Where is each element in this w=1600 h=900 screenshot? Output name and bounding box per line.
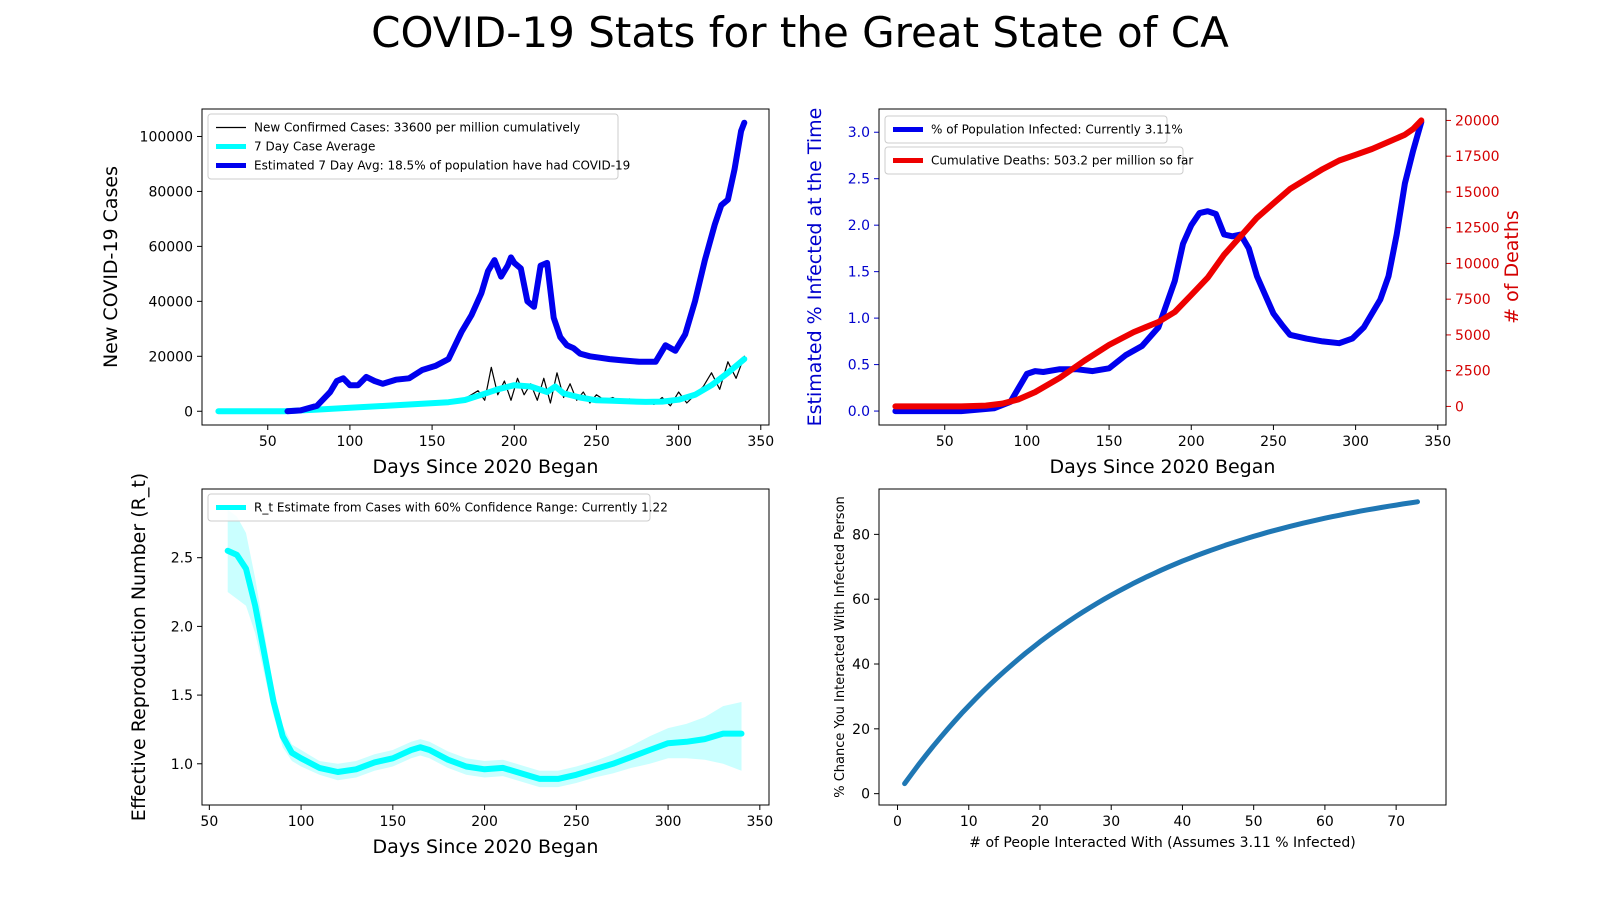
infected-y2tick-label: 7500 — [1455, 292, 1491, 308]
chance-xtick-label: 20 — [1031, 814, 1049, 830]
infected-xtick-label: 100 — [1014, 434, 1041, 450]
cases-ylabel: New COVID-19 Cases — [100, 166, 122, 368]
chance-ytick-label: 60 — [852, 592, 870, 608]
infected-ylabel: Estimated % Infected at the Time — [804, 108, 826, 427]
infected-plot-frame — [878, 108, 1447, 426]
rt-plot-frame — [201, 488, 770, 806]
rt-axes: 50 100 150 200 250 300 350 1.0 1.5 2.0 2.5 Days Sin… — [128, 473, 773, 858]
infected-y2tick-label: 5000 — [1455, 328, 1491, 344]
rt-series-0 — [224, 547, 745, 782]
infected-axes: 50 100 150 200 250 300 350 0.0 0.5 1.0 1.5 2.0 2.5 3.… — [804, 108, 1451, 478]
rt-xtick-label: 300 — [655, 814, 682, 830]
rt-xtick-label: 50 — [200, 814, 218, 830]
infected-y2tick-label: 0 — [1455, 399, 1464, 415]
infected-ytick-label: 1.5 — [848, 265, 870, 281]
rt-xtick-label: 350 — [746, 814, 773, 830]
infected-y2tick-label: 17500 — [1455, 149, 1500, 165]
infected-ytick-label: 0.5 — [848, 358, 870, 374]
cases-series-2 — [284, 119, 748, 415]
infected-xtick-label: 250 — [1260, 434, 1287, 450]
rt-xtick-label: 150 — [379, 814, 406, 830]
chance-xtick-label: 0 — [893, 814, 902, 830]
chance-series-0 — [902, 499, 1420, 787]
infected-xtick-label: 150 — [1096, 434, 1123, 450]
infected-xtick-label: 50 — [936, 434, 954, 450]
cases-legend: New Confirmed Cases: 33600 per million c… — [207, 113, 630, 180]
infected-legend-pct-label: % of Population Infected: Currently 3.11… — [931, 123, 1183, 137]
infected-xtick-label: 300 — [1342, 434, 1369, 450]
chance-plot-frame — [878, 488, 1447, 806]
rt-ytick-label: 2.0 — [171, 619, 193, 635]
infected-y2tick-label: 2500 — [1455, 364, 1491, 380]
cases-xtick-label: 50 — [259, 434, 277, 450]
infected-legend-deaths-label: Cumulative Deaths: 503.2 per million so … — [931, 154, 1193, 168]
figure-title: COVID-19 Stats for the Great State of CA — [371, 8, 1229, 57]
infected-legend-deaths-box — [884, 146, 1184, 175]
infected-ytick-label: 2.0 — [848, 218, 870, 234]
chance-ytick-label: 0 — [861, 787, 870, 803]
rt-legend-box — [207, 493, 651, 522]
rt-ytick-label: 2.5 — [171, 551, 193, 567]
chance-xtick-label: 50 — [1245, 814, 1263, 830]
infected-y2tick-label: 10000 — [1455, 256, 1500, 272]
cases-legend-label: Estimated 7 Day Avg: 18.5% of population… — [254, 159, 630, 173]
chance-xtick-label: 60 — [1316, 814, 1334, 830]
cases-xtick-label: 250 — [583, 434, 610, 450]
rt-legend: R_t Estimate from Cases with 60% Confide… — [207, 493, 668, 522]
cases-xtick-label: 300 — [665, 434, 692, 450]
chance-xtick-label: 70 — [1387, 814, 1405, 830]
cases-legend-label: 7 Day Case Average — [254, 140, 375, 154]
infected-series-1 — [892, 117, 1425, 410]
chance-ylabel: % Chance You Interacted With Infected Pe… — [833, 496, 848, 798]
infected-legend-pct: % of Population Infected: Currently 3.11… — [884, 115, 1183, 144]
rt-ylabel: Effective Reproduction Number (R_t) — [128, 473, 150, 821]
infected-xlabel: Days Since 2020 Began — [1050, 456, 1276, 478]
cases-ytick-label: 60000 — [148, 239, 193, 255]
cases-legend-box — [207, 113, 619, 180]
cases-series-1 — [215, 356, 748, 415]
chance-xtick-label: 40 — [1174, 814, 1192, 830]
chance-xtick-label: 10 — [960, 814, 978, 830]
rt-ytick-label: 1.5 — [171, 688, 193, 704]
chance-ytick-label: 80 — [852, 527, 870, 543]
infected-xtick-label: 350 — [1424, 434, 1451, 450]
cases-ytick-label: 0 — [184, 404, 193, 420]
chance-xlabel: # of People Interacted With (Assumes 3.1… — [969, 835, 1355, 851]
cases-ytick-label: 100000 — [140, 129, 193, 145]
infected-y2tick-label: 12500 — [1455, 221, 1500, 237]
chance-xtick-label: 30 — [1102, 814, 1120, 830]
cases-xlabel: Days Since 2020 Began — [373, 456, 599, 478]
rt-legend-label: R_t Estimate from Cases with 60% Confide… — [254, 501, 668, 515]
infected-right-axis: 0 2500 5000 7500 10000 12500 15000 17500 20000 # … — [1446, 113, 1523, 415]
infected-ytick-label: 3.0 — [848, 125, 870, 141]
cases-xtick-label: 200 — [501, 434, 528, 450]
chance-ytick-label: 40 — [852, 657, 870, 673]
infected-ytick-label: 2.5 — [848, 172, 870, 188]
infected-y2label: # of Deaths — [1501, 210, 1523, 324]
infected-ytick-label: 0.0 — [848, 404, 870, 420]
infected-xtick-label: 200 — [1178, 434, 1205, 450]
infected-y2tick-label: 15000 — [1455, 185, 1500, 201]
chance-axes: 0 10 20 30 40 50 60 70 0 20 40 60 80 # of People Inte… — [833, 496, 1405, 851]
cases-ytick-label: 40000 — [148, 294, 193, 310]
rt-ytick-label: 1.0 — [171, 757, 193, 773]
cases-ytick-label: 20000 — [148, 349, 193, 365]
infected-legend-pct-box — [884, 115, 1168, 144]
cases-legend-label: New Confirmed Cases: 33600 per million c… — [254, 121, 580, 135]
rt-xlabel: Days Since 2020 Began — [373, 836, 599, 858]
infected-ytick-label: 1.0 — [848, 311, 870, 327]
rt-xtick-label: 200 — [471, 814, 498, 830]
cases-plot-frame — [201, 108, 770, 426]
rt-xtick-label: 100 — [288, 814, 315, 830]
cases-xtick-label: 150 — [419, 434, 446, 450]
cases-ytick-label: 80000 — [148, 184, 193, 200]
rt-xtick-label: 250 — [563, 814, 590, 830]
infected-y2tick-label: 20000 — [1455, 113, 1500, 129]
infected-legend-deaths: Cumulative Deaths: 503.2 per million so … — [884, 146, 1193, 175]
cases-xtick-label: 350 — [747, 434, 774, 450]
cases-xtick-label: 100 — [337, 434, 364, 450]
cases-axes: 50 100 150 200 250 300 350 0 20000 40000 60000 8000… — [100, 129, 774, 478]
chance-ytick-label: 20 — [852, 722, 870, 738]
